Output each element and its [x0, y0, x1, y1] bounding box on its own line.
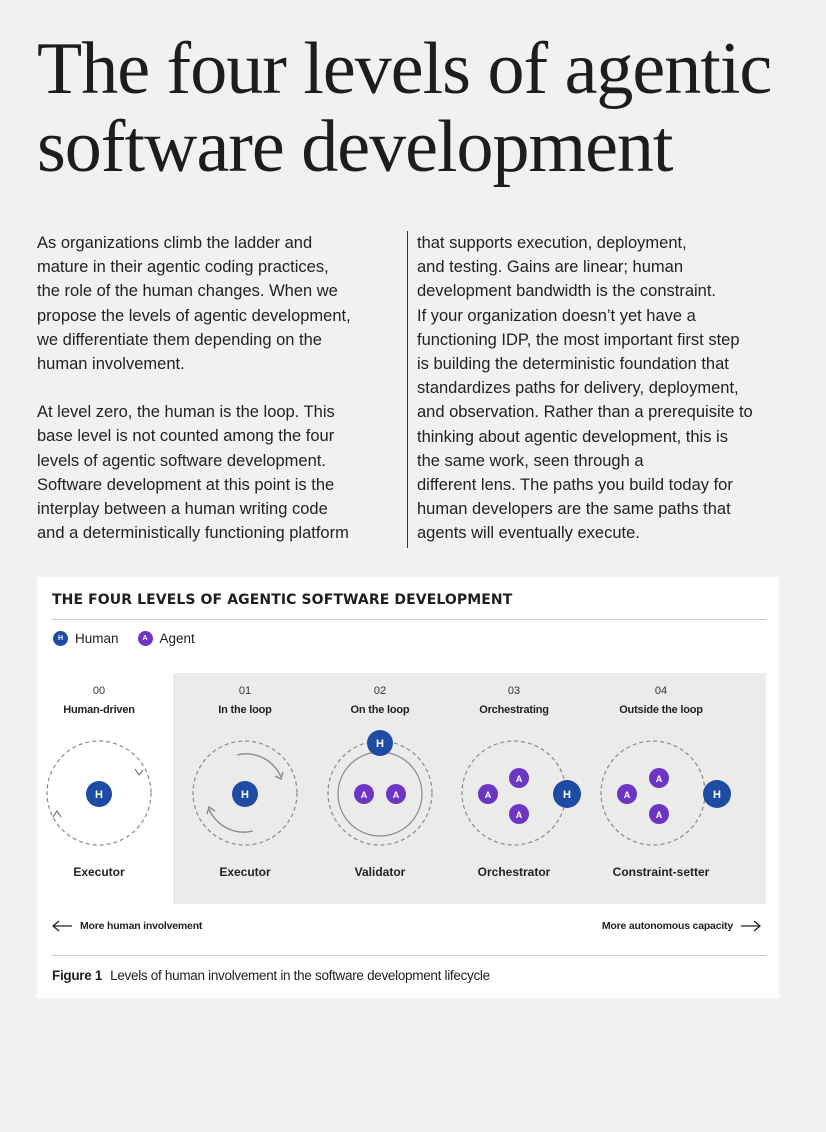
level-03-diagram: A A A H — [461, 740, 581, 846]
legend-item-human: H Human — [53, 631, 119, 646]
level-number: 00 — [92, 685, 106, 697]
svg-text:H: H — [563, 789, 571, 801]
svg-text:A: A — [516, 810, 523, 820]
agent-icon — [478, 784, 498, 804]
column-divider — [407, 231, 408, 548]
human-icon — [367, 730, 393, 756]
agent-icon — [617, 784, 637, 804]
level-number: 02 — [373, 685, 387, 697]
figure-caption: Figure 1 Levels of human involvement in t… — [52, 968, 490, 983]
body-paragraph: At level zero, the human is the loop. Th… — [37, 403, 349, 543]
level-name: In the loop — [218, 704, 272, 716]
legend-item-agent: A Agent — [137, 631, 195, 646]
svg-text:A: A — [485, 790, 492, 800]
svg-text:H: H — [241, 789, 249, 801]
human-icon — [703, 780, 731, 808]
level-role: Constraint-setter — [612, 865, 710, 879]
body-column-right: that supports execution, deployment, and… — [417, 231, 787, 546]
figure-caption-label: Figure 1 — [52, 968, 103, 983]
body-paragraph: As organizations climb the ladder and ma… — [37, 234, 351, 374]
axis-left-label: More human involvement — [51, 920, 202, 932]
svg-text:H: H — [376, 738, 384, 750]
svg-text:A: A — [656, 774, 663, 784]
arrow-right-icon — [741, 920, 762, 932]
level-number: 04 — [654, 685, 668, 697]
level-02-diagram: A A H — [327, 730, 433, 846]
legend-label: Human — [75, 631, 119, 646]
level-number: 03 — [507, 685, 521, 697]
level-role: Executor — [73, 865, 125, 879]
figure-caption-text: Levels of human involvement in the softw… — [110, 968, 490, 983]
level-00: 00 Human-driven H Executor — [31, 673, 167, 904]
svg-text:A: A — [624, 790, 631, 800]
figure-divider-top — [52, 619, 766, 620]
human-icon — [553, 780, 581, 808]
agent-icon — [649, 768, 669, 788]
svg-text:H: H — [713, 789, 721, 801]
level-02: 02 On the loop A A H Validator — [312, 673, 448, 904]
level-number: 01 — [238, 685, 252, 697]
body-paragraph: that supports execution, deployment, and… — [417, 234, 753, 543]
level-name: On the loop — [350, 704, 410, 716]
level-03: 03 Orchestrating A A A H Orchestrator — [446, 673, 582, 904]
svg-text:A: A — [393, 790, 400, 800]
svg-text:A: A — [516, 774, 523, 784]
level-name: Orchestrating — [479, 704, 549, 716]
axis-right-label: More autonomous capacity — [602, 920, 762, 932]
svg-text:A: A — [361, 790, 368, 800]
axis-left-text: More human involvement — [80, 920, 203, 932]
agent-icon: A — [137, 631, 153, 646]
svg-text:H: H — [95, 789, 103, 801]
level-name: Outside the loop — [619, 704, 703, 716]
agent-icon — [354, 784, 374, 804]
figure-divider-bottom — [52, 955, 766, 956]
agent-icon — [509, 804, 529, 824]
level-role: Validator — [354, 865, 406, 879]
body-column-left: As organizations climb the ladder and ma… — [37, 231, 389, 545]
agentic-levels-panel — [173, 673, 766, 904]
level-01: 01 In the loop H Executor — [177, 673, 313, 904]
level-04: 04 Outside the loop A A A H Constraint-s… — [593, 673, 731, 904]
svg-text:A: A — [656, 810, 663, 820]
page-title: The four levels of agentic software deve… — [37, 28, 772, 188]
arrow-left-icon — [51, 920, 72, 932]
agent-icon — [386, 784, 406, 804]
legend: H Human A Agent — [53, 631, 214, 646]
human-icon: H — [53, 631, 68, 646]
axis-right-text: More autonomous capacity — [601, 920, 733, 932]
figure-title: THE FOUR LEVELS OF AGENTIC SOFTWARE DEVE… — [52, 592, 513, 608]
level-00-diagram: H — [46, 740, 152, 846]
figure-box: THE FOUR LEVELS OF AGENTIC SOFTWARE DEVE… — [37, 577, 779, 998]
agent-icon — [649, 804, 669, 824]
level-role: Orchestrator — [477, 865, 551, 879]
level-name: Human-driven — [63, 704, 135, 716]
level-01-diagram: H — [192, 740, 298, 846]
human-icon — [232, 781, 258, 807]
agent-icon — [509, 768, 529, 788]
level-04-diagram: A A A H — [600, 740, 731, 846]
legend-label: Agent — [159, 631, 195, 646]
human-icon — [86, 781, 112, 807]
level-role: Executor — [219, 865, 271, 879]
